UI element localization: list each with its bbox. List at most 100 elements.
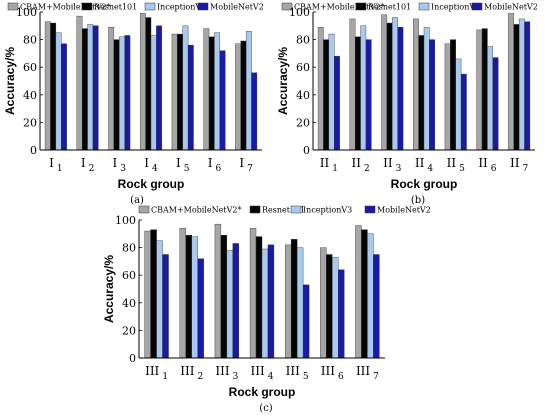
panel-label: (c) bbox=[259, 403, 273, 414]
chart-panel-1: CBAM+MobileNetV2*Resnet101 InceptionV3 Mob… bbox=[3, 3, 264, 207]
legend-label: Resnet101 bbox=[368, 3, 411, 12]
bar bbox=[50, 22, 57, 151]
bar bbox=[249, 228, 257, 359]
bar bbox=[156, 240, 163, 359]
bar bbox=[208, 36, 215, 151]
x-tick-label: II 4 bbox=[415, 156, 433, 174]
y-tick-label: 60 bbox=[296, 61, 310, 74]
bar bbox=[332, 257, 339, 359]
bar bbox=[87, 24, 94, 151]
bar bbox=[413, 18, 419, 151]
bar bbox=[320, 247, 327, 359]
bar bbox=[162, 254, 169, 359]
x-tick-label: III 2 bbox=[180, 364, 203, 382]
bar bbox=[518, 18, 525, 151]
x-tick-label: II 2 bbox=[351, 156, 369, 174]
y-tick-label: 20 bbox=[122, 324, 136, 337]
y-tick-label: 40 bbox=[296, 89, 310, 102]
bar bbox=[355, 225, 362, 359]
legend-swatch bbox=[197, 2, 209, 11]
legend-swatch bbox=[471, 2, 483, 11]
bar bbox=[76, 15, 83, 151]
legend-label: MobileNetV2 bbox=[484, 3, 538, 12]
bar bbox=[150, 35, 157, 151]
y-tick-label: 40 bbox=[122, 297, 136, 310]
x-axis-title: Rock group bbox=[118, 177, 185, 191]
bar bbox=[140, 13, 146, 151]
y-axis-title: Accuracy/% bbox=[3, 47, 17, 115]
x-tick-label: III 7 bbox=[356, 364, 379, 382]
legend-swatch bbox=[355, 2, 367, 11]
legend-swatch bbox=[364, 205, 376, 214]
y-tick-label: 20 bbox=[296, 116, 310, 129]
bar bbox=[119, 36, 125, 151]
legend-label: MobileNetV2 bbox=[377, 206, 431, 215]
bar bbox=[44, 21, 51, 151]
bar bbox=[61, 43, 67, 151]
legend-label: InceptionV3 bbox=[157, 3, 206, 12]
bar bbox=[450, 39, 456, 151]
bar bbox=[524, 21, 531, 151]
bar bbox=[203, 28, 210, 151]
bar bbox=[179, 228, 186, 359]
bar bbox=[444, 43, 451, 151]
bar bbox=[226, 250, 234, 359]
y-tick-label: 80 bbox=[296, 34, 310, 47]
bar bbox=[124, 35, 131, 151]
bar bbox=[338, 269, 345, 359]
bar bbox=[481, 28, 488, 151]
legend-label: CBAM+MobileNetV2* bbox=[294, 3, 384, 12]
bar bbox=[92, 25, 99, 151]
bar bbox=[290, 239, 298, 359]
bar bbox=[255, 236, 263, 359]
bar bbox=[156, 25, 162, 151]
bar bbox=[360, 25, 367, 151]
legend-swatch bbox=[418, 2, 430, 11]
bar bbox=[373, 254, 380, 359]
y-axis-title: Accuracy/% bbox=[276, 47, 290, 115]
bar bbox=[235, 43, 241, 151]
bar bbox=[150, 229, 157, 359]
y-tick-label: 100 bbox=[115, 214, 136, 227]
bar bbox=[397, 26, 404, 151]
bar bbox=[113, 39, 120, 151]
bar bbox=[513, 24, 520, 151]
legend-label: InceptionV3 bbox=[431, 3, 480, 12]
bar bbox=[492, 57, 499, 151]
bar bbox=[171, 33, 178, 151]
bar bbox=[392, 17, 398, 151]
bar bbox=[108, 26, 115, 151]
y-tick-label: 0 bbox=[129, 352, 136, 365]
legend-label: CBAM+MobileNetV2* bbox=[20, 3, 110, 12]
legend-swatch bbox=[144, 2, 156, 11]
x-tick-label: III 1 bbox=[145, 364, 168, 382]
legend-swatch bbox=[281, 2, 293, 11]
bar bbox=[232, 243, 240, 359]
x-axis-title: Rock group bbox=[229, 385, 296, 399]
bar bbox=[317, 26, 324, 151]
bar bbox=[214, 223, 222, 359]
bar bbox=[267, 244, 275, 359]
panel-label: (b) bbox=[411, 195, 425, 206]
bar bbox=[214, 32, 221, 151]
bar bbox=[386, 22, 393, 151]
bar bbox=[55, 32, 62, 151]
bar bbox=[177, 33, 183, 151]
bar bbox=[349, 18, 356, 151]
bar bbox=[284, 244, 292, 359]
bar bbox=[185, 234, 192, 359]
bar bbox=[145, 17, 152, 151]
legend-label: Resnet101 bbox=[94, 3, 137, 12]
legend-label: MobileNetV2 bbox=[210, 3, 264, 12]
bar bbox=[296, 247, 304, 359]
legend-swatch bbox=[138, 205, 150, 214]
bar bbox=[219, 50, 226, 151]
chart-panel-2: CBAM+MobileNetV2*Resnet101 InceptionV3 Mob… bbox=[276, 3, 538, 207]
x-tick-label: II 6 bbox=[478, 156, 496, 174]
